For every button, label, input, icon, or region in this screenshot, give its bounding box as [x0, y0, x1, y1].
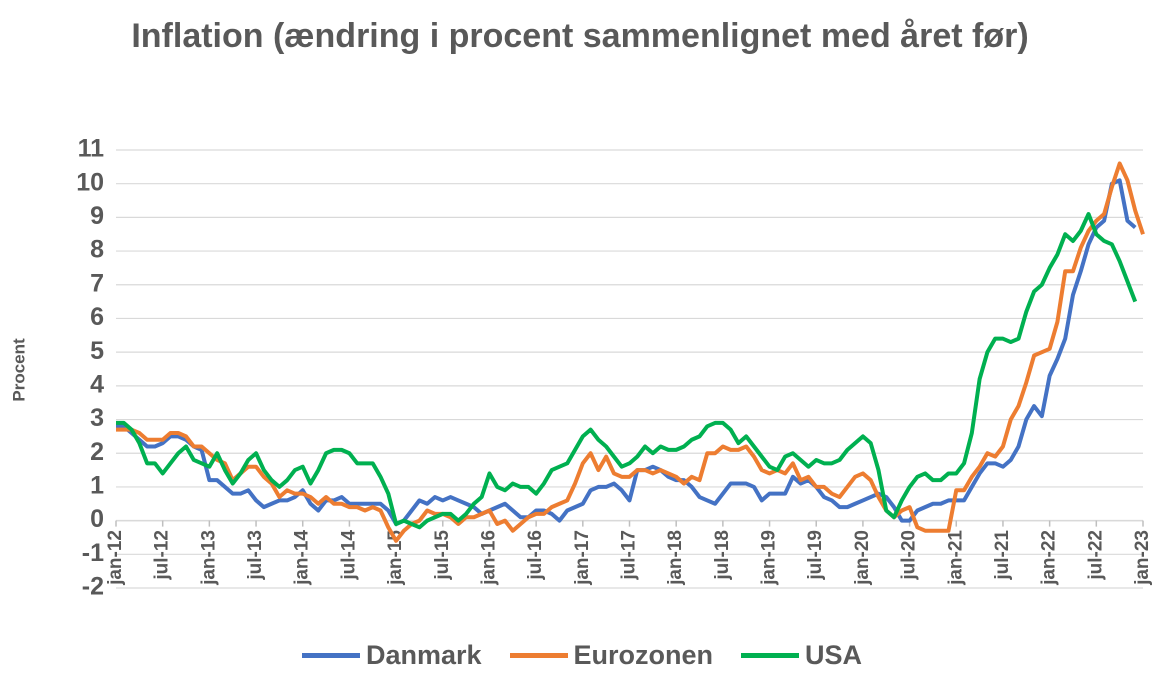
- x-tick-label: jul-20: [899, 530, 920, 581]
- series-line: [116, 178, 1137, 526]
- x-tick-label: jan-13: [198, 530, 219, 586]
- x-tick-label: jul-16: [525, 530, 546, 581]
- x-tick-label: jan-16: [478, 530, 499, 586]
- y-tick-label: 6: [90, 303, 104, 331]
- y-tick-label: 4: [90, 370, 104, 398]
- y-tick-label: 7: [90, 269, 104, 297]
- y-axis-label: Procent: [9, 338, 28, 402]
- x-tick-label: jan-19: [759, 530, 780, 586]
- x-tick-label: jul-14: [338, 530, 359, 581]
- y-tick-label: 3: [90, 404, 104, 432]
- y-tick-label: 2: [90, 438, 104, 466]
- legend-label: Danmark: [365, 640, 482, 670]
- legend-item: Danmark: [301, 640, 482, 671]
- x-tick-label: jan-18: [665, 530, 686, 586]
- y-tick-label: 11: [78, 135, 105, 163]
- x-tick-label: jul-19: [805, 530, 826, 581]
- y-tick-label: 9: [90, 202, 104, 230]
- y-tick-label: -2: [82, 573, 104, 601]
- y-tick-label: 10: [76, 168, 104, 196]
- x-tick-label: jan-20: [852, 530, 873, 586]
- chart-title: Inflation (ændring i procent sammenligne…: [131, 17, 1029, 55]
- series-line: [116, 212, 1138, 530]
- x-tick-label: jan-14: [292, 530, 313, 586]
- legend-item: USA: [741, 640, 862, 671]
- y-tick-label: 5: [90, 337, 104, 365]
- x-tick-label: jan-21: [945, 530, 966, 586]
- legend-swatch: [509, 653, 568, 658]
- x-tick-label: jan-17: [572, 530, 593, 586]
- x-tick-label: jul-15: [432, 530, 453, 581]
- legend-item: Eurozonen: [509, 640, 714, 671]
- series-line: [116, 161, 1145, 543]
- x-tick-label: jul-12: [152, 530, 173, 581]
- legend: Danmark Eurozonen USA: [0, 640, 1164, 671]
- x-tick-label: jul-13: [245, 530, 266, 581]
- x-tick-label: jul-21: [992, 530, 1013, 581]
- y-tick-label: 8: [90, 236, 104, 264]
- x-tick-label: jul-17: [619, 530, 640, 581]
- legend-swatch: [741, 653, 800, 658]
- y-tick-label: -1: [82, 539, 104, 567]
- x-tick-label: jan-22: [1039, 530, 1060, 586]
- y-tick-label: 0: [90, 505, 104, 533]
- x-tick-label: jul-18: [712, 530, 733, 581]
- x-tick-label: jan-12: [105, 530, 126, 586]
- x-tick-label: jan-23: [1132, 530, 1153, 586]
- y-tick-label: 1: [90, 472, 104, 500]
- legend-label: Eurozonen: [573, 640, 714, 670]
- legend-swatch: [301, 653, 360, 658]
- x-tick-label: jul-22: [1085, 530, 1106, 581]
- x-tick-label: jan-15: [385, 530, 406, 586]
- legend-label: USA: [805, 640, 863, 670]
